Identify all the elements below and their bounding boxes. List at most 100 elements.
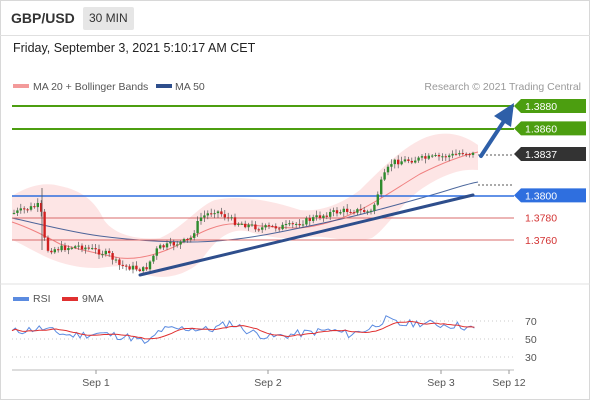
candle-body	[152, 255, 155, 262]
candle-body	[70, 247, 73, 249]
timeframe-button[interactable]: 30 MIN	[83, 7, 134, 30]
candle-body	[67, 247, 70, 251]
candle-body	[431, 155, 434, 157]
candle-body	[97, 249, 101, 255]
candle-body	[305, 218, 308, 225]
candle-body	[254, 224, 257, 230]
candle-body	[366, 211, 369, 213]
candle-body	[233, 217, 237, 225]
candle-body	[131, 265, 135, 270]
candle-body	[420, 156, 424, 158]
candle-body	[424, 156, 427, 159]
candle-body	[77, 245, 80, 247]
candles	[12, 149, 475, 275]
candle-body	[145, 267, 148, 270]
candle-body	[206, 213, 209, 216]
level-label-1: 1.3860	[525, 123, 557, 135]
candle-body	[427, 155, 430, 159]
legend-swatch-rsi	[13, 297, 29, 301]
chart-header: GBP/USD 30 MIN	[0, 0, 590, 36]
candle-body	[471, 152, 475, 155]
candle-body	[465, 153, 468, 155]
candle-body	[176, 244, 179, 246]
candle-body	[182, 238, 186, 242]
candle-body	[114, 259, 118, 261]
candle-body	[118, 259, 121, 265]
candle-body	[186, 238, 189, 240]
credit-text: Research © 2021 Trading Central	[424, 81, 581, 93]
candle-body	[369, 210, 373, 212]
level-label-0: 1.3880	[525, 101, 557, 113]
candle-body	[437, 155, 441, 157]
legend-label-9ma: 9MA	[82, 293, 104, 305]
candle-body	[50, 250, 53, 253]
candle-body	[349, 211, 352, 213]
candle-body	[60, 245, 63, 251]
candle-body	[203, 215, 206, 218]
candle-body	[91, 248, 94, 250]
candle-body	[216, 211, 220, 214]
candle-body	[80, 245, 84, 250]
rsi-ma-line	[11, 320, 475, 340]
candle-body	[295, 223, 298, 225]
legend-swatch-ma50	[156, 84, 172, 88]
candle-body	[179, 241, 182, 245]
rsi-legend: RSI 9MA	[13, 293, 104, 305]
candle-body	[23, 208, 26, 210]
candle-body	[165, 243, 169, 248]
candle-body	[376, 194, 379, 205]
candle-body	[346, 208, 349, 212]
candle-body	[111, 253, 114, 260]
candle-body	[172, 241, 175, 246]
candle-body	[298, 223, 301, 226]
level-tag-1	[514, 121, 586, 136]
candle-body	[29, 206, 33, 210]
candle-body	[325, 215, 328, 217]
candle-body	[393, 159, 396, 165]
candle-body	[57, 249, 60, 251]
candle-body	[199, 217, 203, 222]
candle-body	[193, 233, 196, 238]
candle-body	[142, 267, 145, 272]
level-label-2: 1.3837	[525, 149, 557, 161]
candle-body	[84, 247, 87, 250]
candle-body	[352, 212, 356, 214]
x-tick-label: Sep 3	[427, 377, 455, 389]
candle-body	[257, 229, 260, 231]
candle-body	[169, 241, 172, 244]
candle-body	[356, 209, 359, 213]
candle-body	[240, 223, 243, 225]
candle-body	[414, 160, 417, 163]
candle-body	[53, 249, 56, 253]
candle-body	[220, 211, 223, 215]
candle-body	[135, 265, 138, 270]
candle-body	[363, 210, 366, 212]
rsi-tick-label: 70	[525, 316, 537, 328]
candle-body	[278, 228, 281, 230]
candle-body	[36, 202, 39, 208]
candle-body	[342, 208, 345, 213]
candle-body	[12, 212, 16, 214]
candle-body	[19, 208, 22, 211]
candle-body	[244, 223, 247, 228]
candle-body	[267, 225, 271, 227]
candle-body	[264, 225, 267, 228]
candle-body	[410, 160, 413, 163]
candle-body	[237, 223, 240, 225]
rsi-tick-label: 30	[525, 352, 537, 364]
candle-body	[125, 265, 128, 267]
bollinger-band	[12, 133, 478, 277]
candle-body	[148, 261, 152, 270]
x-tick-label: Sep 1	[82, 377, 110, 389]
candle-body	[159, 245, 162, 249]
candle-body	[196, 221, 199, 234]
main-legend: MA 20 + Bollinger Bands MA 50 Research ©…	[13, 81, 581, 93]
candle-body	[271, 225, 274, 227]
candle-body	[441, 156, 444, 158]
candle-body	[454, 153, 458, 155]
projection-arrow-head	[494, 103, 514, 127]
candle-body	[108, 250, 111, 254]
candle-body	[74, 246, 77, 248]
candle-body	[104, 250, 107, 255]
candle-body	[312, 217, 315, 221]
